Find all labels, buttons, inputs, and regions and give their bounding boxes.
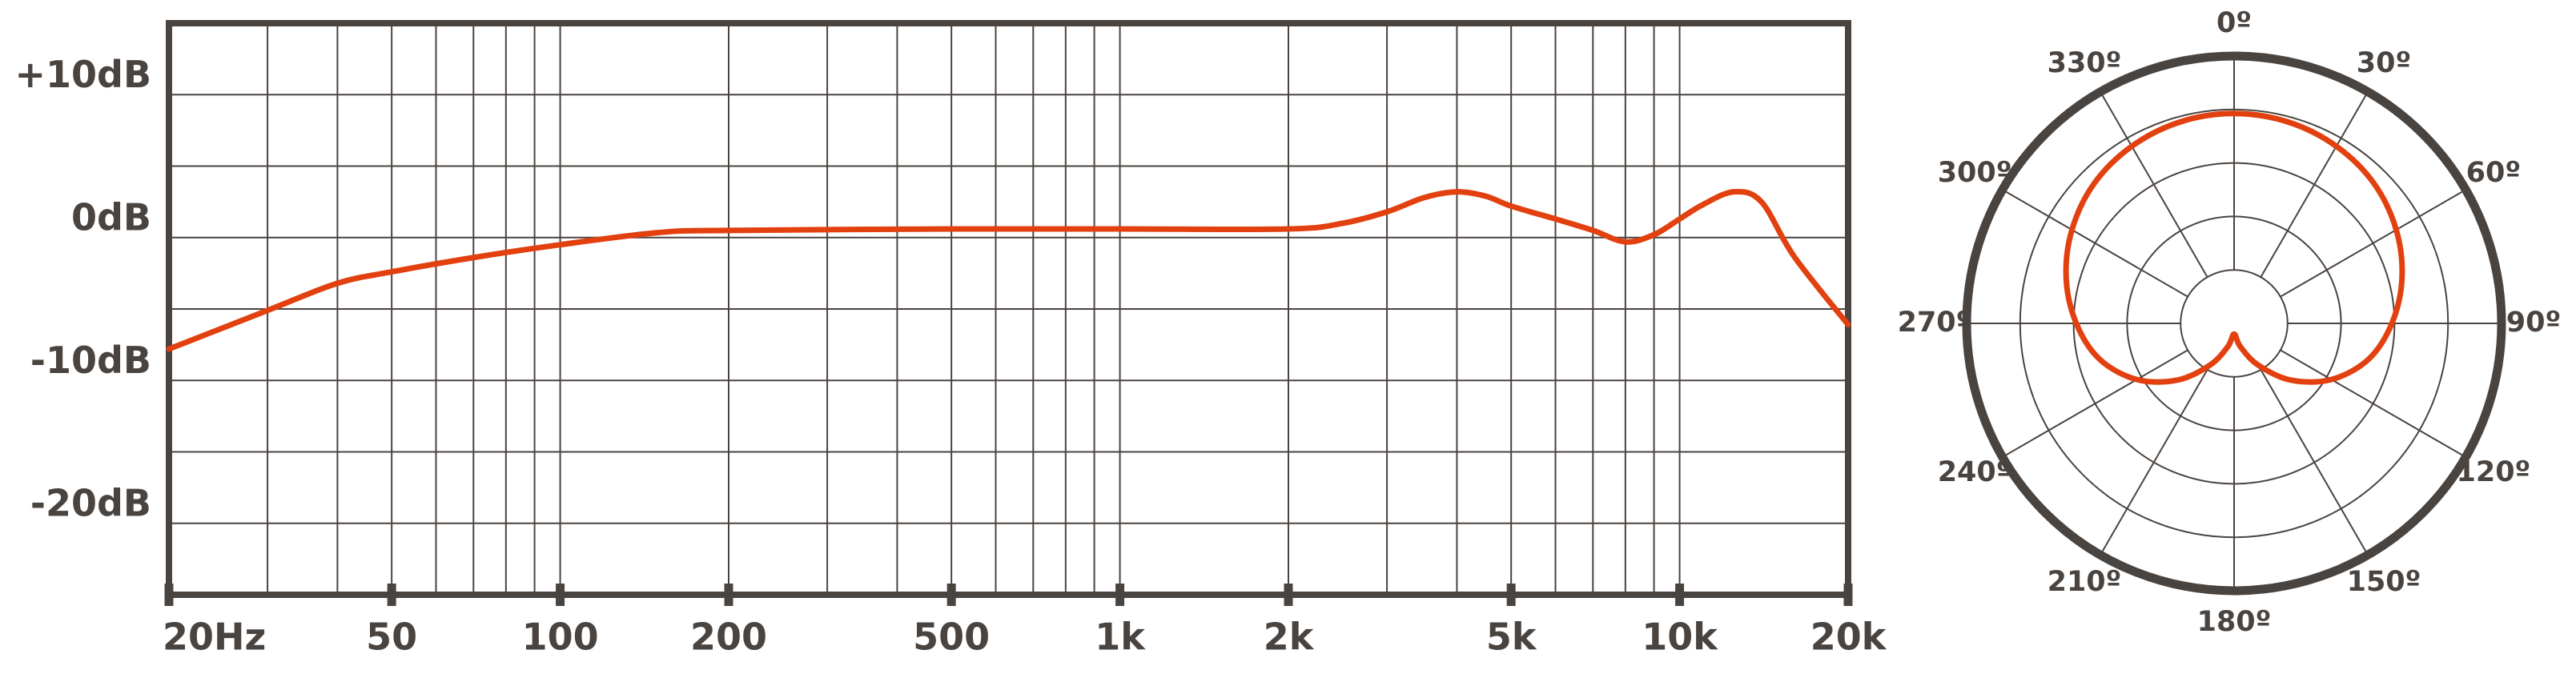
ring <box>2180 269 2289 378</box>
spoke <box>2280 349 2466 458</box>
x-tick-label: 100 <box>522 616 599 659</box>
angle-label: 30º <box>2357 47 2411 79</box>
polar-frame <box>1962 51 2506 596</box>
x-tick-label: 500 <box>913 616 990 659</box>
angle-label: 300º <box>1938 157 2012 189</box>
response-curve <box>166 188 1851 352</box>
y-tick-label: -20dB <box>30 481 151 524</box>
x-tick-label: 5k <box>1486 616 1537 659</box>
spoke <box>2100 369 2208 556</box>
x-tick-label: 1k <box>1095 616 1146 659</box>
x-tick-label: 20Hz <box>163 616 266 659</box>
angle-label: 270º <box>1898 307 1972 339</box>
x-tick-label: 20k <box>1810 616 1887 659</box>
angle-label: 60º <box>2466 157 2521 189</box>
angle-label: 120º <box>2456 456 2530 488</box>
polar-pattern <box>2063 110 2405 385</box>
angle-label: 210º <box>2048 566 2122 598</box>
spoke <box>2260 369 2369 556</box>
spoke <box>2260 91 2369 278</box>
angle-label: 0º <box>2216 7 2252 39</box>
angle-label: 150º <box>2347 566 2421 598</box>
x-tick-label: 10k <box>1642 616 1718 659</box>
x-tick-label: 50 <box>366 616 417 659</box>
spoke <box>2002 349 2188 458</box>
x-tick-label: 2k <box>1264 616 1315 659</box>
spoke <box>2280 189 2466 298</box>
angle-label: 240º <box>1938 456 2012 488</box>
angle-label: 90º <box>2506 307 2561 339</box>
spoke <box>2100 91 2208 278</box>
y-tick-label: 0dB <box>71 195 151 239</box>
angle-label: 330º <box>2048 47 2122 79</box>
plot-frame <box>166 20 1851 598</box>
x-tick-label: 200 <box>690 616 767 659</box>
y-tick-label: +10dB <box>14 53 151 96</box>
angle-label: 180º <box>2197 606 2272 638</box>
spoke <box>2002 189 2188 298</box>
y-tick-label: -10dB <box>30 339 151 382</box>
